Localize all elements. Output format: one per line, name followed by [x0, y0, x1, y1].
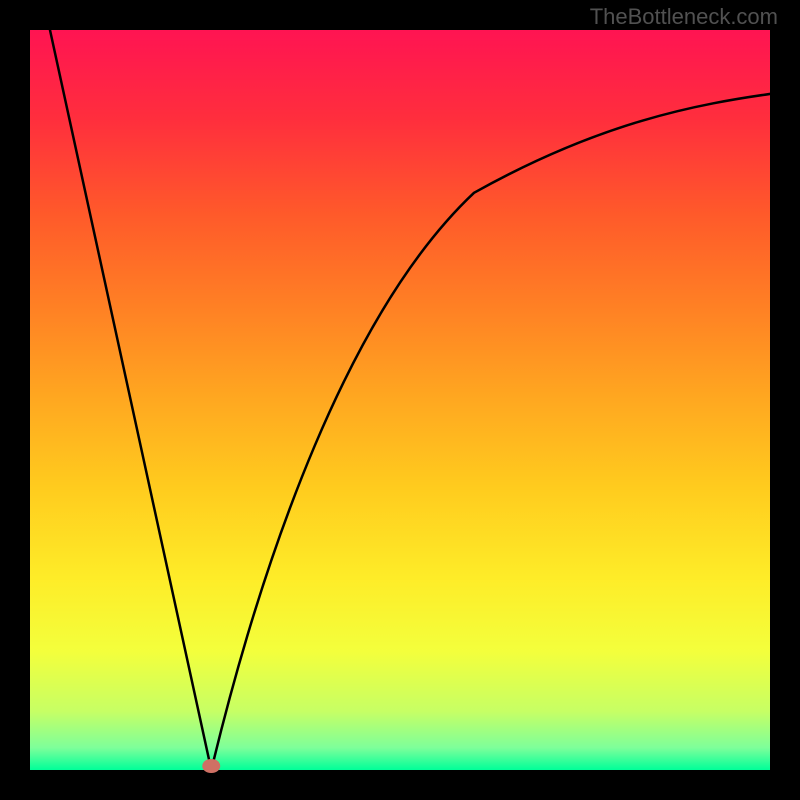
bottleneck-curve	[50, 30, 770, 770]
chart-stage: TheBottleneck.com	[0, 0, 800, 800]
curve-svg	[30, 30, 770, 770]
watermark-label: TheBottleneck.com	[590, 4, 778, 30]
plot-area	[30, 30, 770, 770]
minimum-marker	[203, 759, 221, 773]
